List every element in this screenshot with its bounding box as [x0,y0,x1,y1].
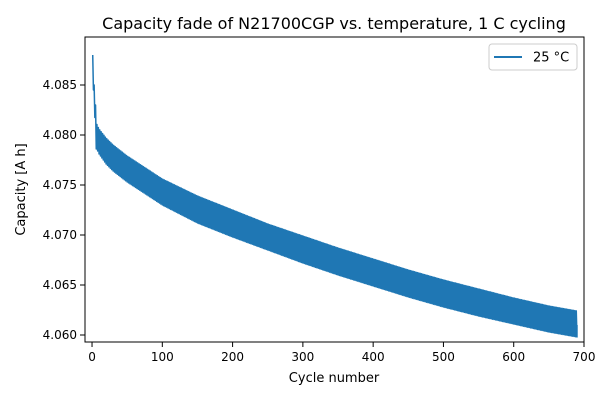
plot-frame [84,36,585,343]
legend-box [488,43,578,71]
y-tick-label: 4.075 [43,178,77,192]
y-axis-ticks: 4.060 4.065 4.070 4.075 4.080 4.085 [43,78,85,342]
y-axis-label: Capacity [A h] [14,143,29,235]
legend-label-25c: 25 °C [533,51,569,66]
y-tick-label: 4.070 [43,228,77,242]
x-tick-label: 0 [88,350,96,364]
series-line-0 [91,54,578,338]
x-tick-label: 300 [291,350,314,364]
x-tick-label: 500 [432,350,455,364]
x-tick-label: 100 [151,350,174,364]
x-tick-label: 600 [502,350,525,364]
x-tick-label: 200 [221,350,244,364]
series-layer [91,54,578,338]
y-tick-label: 4.085 [43,78,77,92]
x-tick-label: 400 [362,350,385,364]
x-axis-label: Cycle number [289,371,380,386]
y-tick-label: 4.065 [43,278,77,292]
plot-area [84,36,585,343]
chart-title: Capacity fade of N21700CGP vs. temperatu… [102,14,566,33]
y-tick-label: 4.060 [43,328,77,342]
x-axis-ticks: 0 100 200 300 400 500 600 700 [88,342,595,364]
y-tick-label: 4.080 [43,128,77,142]
x-tick-label: 700 [573,350,596,364]
legend: 25 °C [488,43,578,71]
